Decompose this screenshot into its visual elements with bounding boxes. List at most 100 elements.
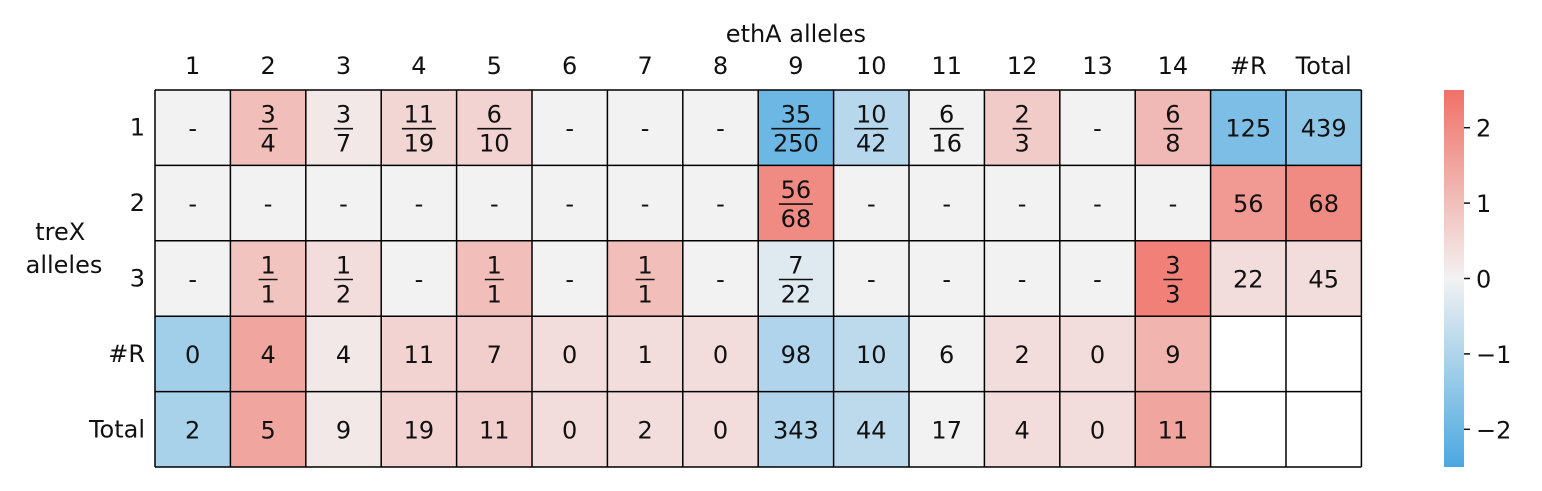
cell-value: 125 — [1225, 115, 1271, 143]
heatmap-cell: - — [532, 240, 608, 317]
y-axis-title-line: treX — [35, 218, 85, 246]
cell-value: 19 — [404, 416, 435, 444]
cell-fill — [456, 90, 532, 166]
heatmap-cell: 0 — [532, 316, 608, 392]
cell-value: - — [264, 190, 273, 218]
cell-value: 9 — [336, 416, 351, 444]
x-axis-title: ethA alleles — [726, 20, 866, 48]
cell-value: - — [1093, 115, 1102, 143]
cell-fill — [607, 316, 683, 392]
cell-denominator: 68 — [781, 205, 812, 233]
cell-numerator: 1 — [487, 252, 502, 280]
cell-value: 1 — [637, 341, 652, 369]
heatmap-cell: 4 — [230, 316, 306, 392]
cell-value: - — [716, 115, 725, 143]
heatmap-cell: 2 — [607, 391, 683, 467]
heatmap-cell: 68 — [1135, 90, 1211, 166]
heatmap-cell: 45 — [1286, 240, 1362, 317]
cell-value: - — [188, 190, 197, 218]
column-label: 6 — [562, 52, 577, 80]
cell-fill — [909, 165, 985, 241]
cell-fill — [607, 240, 683, 317]
heatmap-cell: 9 — [305, 391, 382, 467]
cell-value: 439 — [1301, 115, 1347, 143]
heatmap-cell: 7 — [456, 316, 532, 392]
cell-value: - — [716, 190, 725, 218]
cell-fill — [682, 165, 759, 241]
column-label: 4 — [411, 52, 426, 80]
cell-fill — [682, 240, 759, 317]
heatmap-cell: - — [909, 240, 985, 317]
heatmap-cell: 6 — [909, 316, 985, 392]
cell-fill — [155, 316, 231, 392]
cell-fill — [682, 316, 759, 392]
cell-fill — [758, 90, 834, 166]
cell-fill — [1059, 316, 1136, 392]
cell-value: - — [188, 266, 197, 294]
cell-value: 44 — [856, 416, 887, 444]
heatmap-cell: 1 — [607, 316, 683, 392]
cell-fill — [532, 165, 608, 241]
column-label: 8 — [713, 52, 728, 80]
cell-numerator: 10 — [856, 101, 887, 129]
cell-fill — [456, 391, 532, 467]
cell-fill — [1286, 90, 1362, 166]
heatmap-cell: - — [909, 165, 985, 241]
cell-value: - — [867, 266, 876, 294]
cell-fill — [381, 240, 457, 317]
cell-fill — [456, 240, 532, 317]
cell-value: - — [565, 115, 574, 143]
cell-fill — [909, 240, 985, 317]
cell-fill — [607, 165, 683, 241]
heatmap-cell: 4 — [984, 391, 1060, 467]
cell-fill — [230, 316, 306, 392]
cell-numerator: 7 — [788, 252, 803, 280]
cell-value: 2 — [637, 416, 652, 444]
heatmap-cell: 616 — [909, 90, 985, 166]
column-label: 14 — [1158, 52, 1189, 80]
row-label: 3 — [130, 265, 145, 293]
cell-denominator: 1 — [487, 281, 502, 309]
heatmap-cell: 11 — [230, 240, 306, 317]
cell-value: - — [565, 266, 574, 294]
heatmap-cell: - — [1059, 165, 1136, 241]
cell-value: - — [415, 190, 424, 218]
cell-value: 22 — [1233, 266, 1264, 294]
heatmap-cell: 33 — [1135, 240, 1211, 317]
cell-fill — [1135, 165, 1211, 241]
column-label: 3 — [336, 52, 351, 80]
cell-fill — [984, 316, 1060, 392]
cell-fill — [230, 165, 306, 241]
cell-fill — [230, 391, 306, 467]
column-label: 2 — [260, 52, 275, 80]
cell-value: 4 — [1014, 416, 1029, 444]
cell-value: - — [1093, 190, 1102, 218]
row-label: 1 — [130, 114, 145, 142]
heatmap-cell: 2 — [984, 316, 1060, 392]
cell-fill — [1135, 240, 1211, 317]
cell-numerator: 11 — [404, 101, 435, 129]
heatmap-cell: 11 — [456, 240, 532, 317]
y-axis-title: treX alleles — [26, 218, 103, 279]
cell-fill — [305, 165, 382, 241]
cell-value: - — [1018, 266, 1027, 294]
heatmap-cell: 722 — [758, 240, 834, 317]
cell-fill — [1286, 316, 1362, 392]
heatmap-cell: 22 — [1210, 240, 1286, 317]
cell-numerator: 1 — [336, 252, 351, 280]
column-label: 5 — [487, 52, 502, 80]
cell-numerator: 3 — [260, 101, 275, 129]
heatmap-cell: - — [155, 240, 231, 317]
heatmap-cell — [1286, 391, 1362, 467]
heatmap-cell — [1210, 391, 1286, 467]
cell-denominator: 19 — [404, 130, 435, 158]
cell-fill — [1135, 90, 1211, 166]
row-label: Total — [88, 415, 145, 443]
heatmap-cell: 5 — [230, 391, 306, 467]
cell-fill — [833, 391, 909, 467]
cell-fill — [758, 391, 834, 467]
